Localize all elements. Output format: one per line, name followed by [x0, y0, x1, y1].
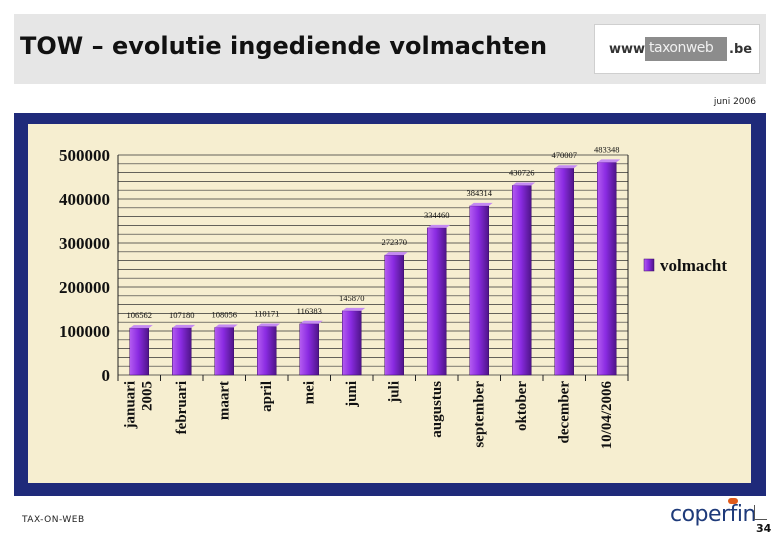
x-axis-ticks: januari2005 februari maart april mei juni juli… — [117, 375, 629, 450]
bar — [172, 327, 192, 376]
bar — [597, 162, 617, 376]
coperfin-logo: coperfin — [670, 502, 756, 527]
bar-top — [469, 202, 493, 206]
coperfin-logo-dot — [728, 498, 738, 504]
logo-text-be: .be — [729, 42, 753, 57]
bar-top — [427, 224, 451, 228]
bar-top — [384, 252, 408, 256]
slide-date: juni 2006 — [713, 97, 756, 107]
x-tick-label-line: 2005 — [139, 381, 155, 411]
y-tick-label: 500000 — [59, 146, 110, 165]
bar-top — [512, 182, 536, 186]
y-axis-ticks: 0 100000 200000 300000 400000 500000 — [59, 146, 110, 385]
bar — [512, 185, 532, 376]
bar — [342, 310, 362, 376]
data-labels-group: 106562 107180 108056 110171 116383 145870 2723… — [127, 144, 620, 320]
footer-text: TAX-ON-WEB — [22, 515, 85, 525]
bar — [384, 254, 404, 376]
bar-top — [597, 159, 621, 163]
y-tick-label: 200000 — [59, 278, 110, 297]
bar — [469, 205, 489, 376]
bar-top — [342, 307, 366, 311]
x-tick-label-line: januari — [122, 381, 138, 430]
y-tick-label: 0 — [102, 366, 111, 385]
page-number: 34 — [756, 522, 772, 535]
data-label: 384314 — [467, 188, 493, 198]
bar — [257, 326, 277, 376]
x-tick-label: juni — [344, 381, 360, 408]
data-label: 145870 — [339, 293, 365, 303]
bar — [129, 327, 149, 376]
logo-box: taxonweb — [645, 37, 727, 61]
data-label: 430726 — [509, 167, 535, 177]
y-tick-label: 300000 — [59, 234, 110, 253]
data-label: 334460 — [424, 210, 450, 220]
data-label: 470007 — [552, 150, 578, 160]
x-tick-label: april — [259, 381, 275, 412]
data-label: 110171 — [254, 309, 279, 319]
bar-top — [299, 320, 323, 324]
bars-group — [129, 159, 621, 376]
data-label: 108056 — [212, 309, 238, 319]
legend: volmacht — [643, 256, 727, 275]
x-tick-label: januari2005 — [122, 381, 155, 430]
x-tick-label: 10/04/2006 — [599, 381, 615, 450]
bar-top — [554, 165, 578, 169]
x-tick-label: juli — [386, 381, 402, 404]
data-label: 116383 — [297, 306, 322, 316]
y-tick-label: 400000 — [59, 190, 110, 209]
bar — [214, 327, 234, 376]
gridlines — [117, 154, 629, 376]
taxonweb-logo: www. taxonweb .be — [594, 24, 760, 74]
bar-top — [257, 323, 281, 327]
data-label: 107180 — [169, 310, 195, 320]
data-label: 272370 — [382, 237, 408, 247]
legend-label: volmacht — [660, 256, 727, 275]
y-tick-label: 100000 — [59, 322, 110, 341]
bar — [554, 167, 574, 376]
page-corner-mark — [754, 505, 767, 520]
x-tick-label: maart — [216, 381, 232, 420]
x-tick-label: oktober — [514, 381, 530, 431]
bar — [427, 227, 447, 376]
x-tick-label: september — [471, 381, 487, 448]
legend-swatch — [643, 258, 655, 272]
bar — [299, 323, 319, 376]
bar-top — [172, 324, 196, 328]
bar-top — [129, 325, 153, 329]
x-tick-label: december — [556, 381, 572, 444]
x-tick-label: mei — [301, 381, 317, 404]
data-label: 483348 — [594, 144, 620, 154]
slide-title: TOW – evolutie ingediende volmachten — [20, 32, 548, 60]
bar-top — [214, 324, 238, 328]
x-tick-label: februari — [174, 381, 190, 434]
logo-text-mid: taxonweb — [649, 40, 714, 56]
data-label: 106562 — [127, 310, 153, 320]
x-tick-label: augustus — [429, 381, 445, 438]
logo-text-www: www. — [609, 42, 650, 57]
